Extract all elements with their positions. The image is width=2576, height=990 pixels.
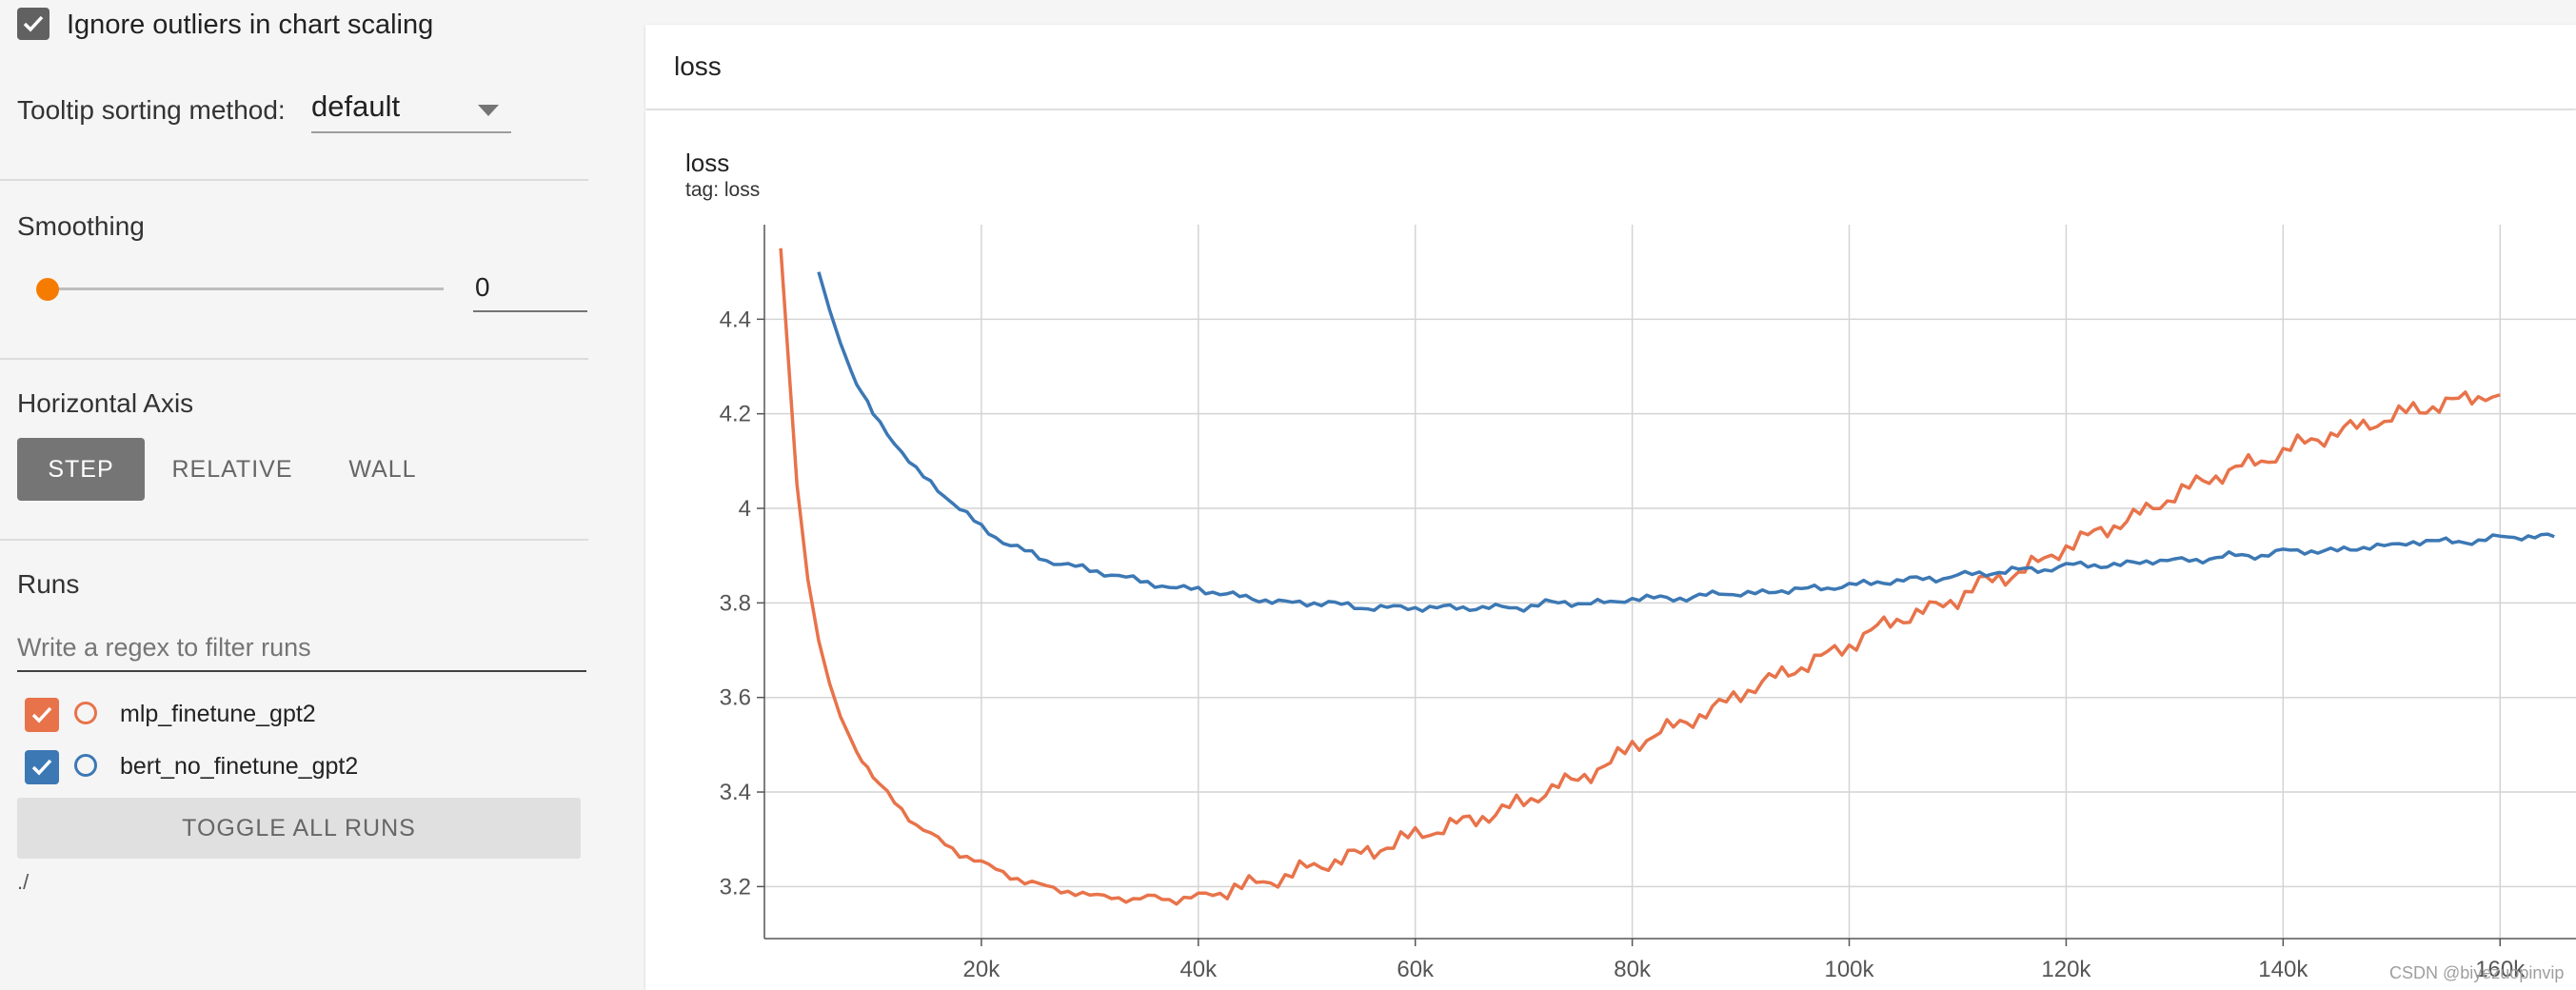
series-line bbox=[817, 271, 2555, 613]
check-icon bbox=[31, 706, 52, 723]
run-checkbox[interactable] bbox=[25, 750, 59, 784]
x-tick-label: 160k bbox=[2475, 957, 2526, 982]
x-tick-label: 80k bbox=[1614, 957, 1652, 982]
run-color-circle[interactable] bbox=[74, 754, 97, 777]
x-tick-label: 20k bbox=[963, 957, 1001, 982]
tag-group-header[interactable]: loss bbox=[645, 25, 2576, 109]
check-icon bbox=[31, 759, 52, 776]
y-tick-label: 4.4 bbox=[720, 307, 751, 332]
axis-step-button[interactable]: STEP bbox=[17, 438, 145, 501]
run-name: bert_no_finetune_gpt2 bbox=[120, 753, 359, 780]
tooltip-sorting-select[interactable]: default bbox=[311, 86, 511, 133]
axis-relative-button[interactable]: RELATIVE bbox=[171, 456, 293, 483]
settings-sidebar: Ignore outliers in chart scaling Tooltip… bbox=[0, 0, 609, 990]
run-color-circle[interactable] bbox=[74, 702, 97, 724]
tag-group-title: loss bbox=[674, 51, 722, 81]
y-tick-label: 3.8 bbox=[720, 590, 751, 616]
x-tick-label: 40k bbox=[1179, 957, 1218, 982]
smoothing-label: Smoothing bbox=[17, 211, 145, 241]
x-tick-label: 60k bbox=[1397, 957, 1435, 982]
x-tick-label: 120k bbox=[2041, 957, 2091, 982]
toggle-all-runs-button[interactable]: TOGGLE ALL RUNS bbox=[17, 798, 581, 859]
y-tick-labels: 3.2 3.4 3.6 3.8 4 4.2 4.4 bbox=[720, 307, 751, 900]
tooltip-sorting-value: default bbox=[311, 89, 401, 123]
logdir-path: ./ bbox=[17, 870, 30, 894]
y-tick-label: 3.6 bbox=[720, 685, 751, 711]
tooltip-sorting-label: Tooltip sorting method: bbox=[17, 95, 286, 125]
chart-title: loss bbox=[685, 148, 730, 177]
runs-label: Runs bbox=[17, 569, 80, 599]
x-tick-label: 140k bbox=[2258, 957, 2308, 982]
y-tick-label: 4 bbox=[739, 496, 751, 522]
ignore-outliers-label: Ignore outliers in chart scaling bbox=[67, 10, 434, 40]
smoothing-value: 0 bbox=[475, 272, 490, 302]
run-name: mlp_finetune_gpt2 bbox=[120, 701, 316, 727]
slider-thumb[interactable] bbox=[36, 278, 59, 301]
series bbox=[779, 248, 2555, 906]
divider bbox=[0, 179, 588, 181]
check-icon bbox=[23, 15, 44, 32]
y-tick-label: 3.2 bbox=[720, 874, 751, 900]
series-line bbox=[779, 248, 2501, 906]
chart-tag: tag: loss bbox=[685, 179, 761, 201]
watermark: CSDN @biyezuopinvip bbox=[2389, 963, 2565, 982]
chart-card: loss tag: loss 3.2 3.4 3.6 3.8 4 4.2 4.4 20k 40… bbox=[645, 110, 2576, 990]
run-filter-input[interactable] bbox=[17, 624, 586, 672]
x-tick-label: 100k bbox=[1824, 957, 1874, 982]
divider bbox=[0, 539, 588, 541]
loss-chart[interactable]: 3.2 3.4 3.6 3.8 4 4.2 4.4 20k 40k 60k 80k 100k 120k… bbox=[645, 110, 2576, 990]
smoothing-slider[interactable] bbox=[36, 268, 446, 301]
smoothing-input[interactable]: 0 bbox=[473, 267, 587, 312]
divider bbox=[0, 358, 588, 360]
axes bbox=[757, 225, 2576, 946]
dropdown-arrow-icon bbox=[478, 105, 499, 116]
run-checkbox[interactable] bbox=[25, 698, 59, 732]
grid bbox=[764, 225, 2576, 939]
y-tick-label: 4.2 bbox=[720, 402, 751, 427]
horizontal-axis-label: Horizontal Axis bbox=[17, 388, 194, 418]
x-tick-labels: 20k 40k 60k 80k 100k 120k 140k 160k bbox=[963, 957, 2526, 982]
y-tick-label: 3.4 bbox=[720, 780, 751, 805]
axis-wall-button[interactable]: WALL bbox=[348, 456, 417, 483]
ignore-outliers-checkbox[interactable] bbox=[17, 8, 50, 40]
slider-track bbox=[46, 287, 444, 290]
